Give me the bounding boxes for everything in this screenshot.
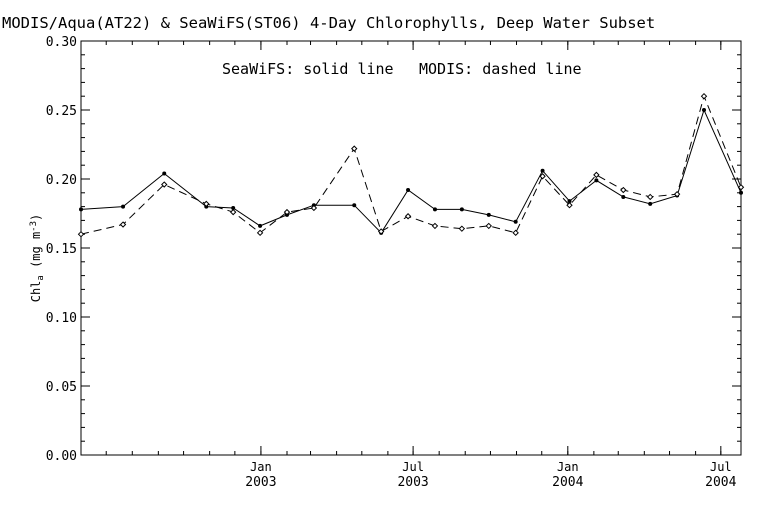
data-point-modis — [119, 221, 127, 228]
y-axis-label-units: (mg m — [29, 232, 43, 275]
data-point-modis — [485, 222, 492, 230]
data-point-modis — [310, 204, 318, 212]
x-tick-year-label: 2003 — [397, 475, 428, 490]
data-point-modis — [431, 222, 439, 230]
data-point-modis — [458, 225, 466, 232]
data-point-seawifs — [352, 203, 357, 208]
x-tick-year-label: 2003 — [245, 475, 276, 490]
data-point-modis — [283, 208, 291, 216]
data-point-seawifs — [621, 194, 626, 199]
y-axis-label: Chla (mg m-3) — [29, 214, 46, 303]
data-point-modis — [566, 202, 573, 209]
plot-group: 0.000.050.100.150.200.250.30Jan2003Jul20… — [46, 35, 745, 490]
data-point-seawifs — [540, 168, 545, 173]
data-point-modis — [404, 213, 412, 220]
data-point-modis — [646, 193, 654, 201]
data-point-seawifs — [231, 205, 236, 210]
data-point-modis — [203, 200, 210, 208]
data-point-modis — [512, 229, 519, 237]
data-point-seawifs — [702, 108, 707, 112]
y-axis-label-main: Chl — [29, 281, 43, 303]
data-point-seawifs — [258, 223, 263, 228]
data-point-modis — [256, 229, 264, 237]
y-tick-label: 0.20 — [46, 173, 77, 188]
legend-seawifs-label: SeaWiFS: solid line — [222, 60, 394, 78]
data-point-seawifs — [406, 188, 411, 193]
x-tick-month-label: Jul — [710, 460, 732, 474]
data-point-modis — [161, 181, 168, 188]
y-tick-label: 0.25 — [46, 104, 77, 119]
data-point-modis — [77, 230, 85, 238]
data-point-seawifs — [513, 219, 518, 224]
data-point-modis — [593, 171, 600, 179]
data-point-modis — [539, 173, 546, 180]
data-point-seawifs — [567, 199, 572, 204]
data-point-modis — [229, 208, 237, 216]
x-tick-year-label: 2004 — [552, 475, 583, 490]
y-tick-label: 0.00 — [46, 449, 77, 464]
y-axis-label-subscript: a — [36, 275, 46, 280]
data-point-modis — [351, 145, 358, 152]
x-tick-year-label: 2004 — [705, 475, 736, 490]
data-point-seawifs — [79, 207, 83, 212]
data-point-seawifs — [486, 212, 491, 217]
data-point-seawifs — [459, 207, 464, 212]
y-tick-label: 0.30 — [46, 35, 77, 50]
x-tick-month-label: Jan — [250, 460, 272, 474]
data-point-modis — [377, 228, 385, 235]
data-point-seawifs — [594, 178, 599, 183]
y-tick-label: 0.05 — [46, 380, 77, 395]
y-axis-label-units-close: ) — [29, 214, 43, 221]
data-point-modis — [700, 92, 708, 100]
data-point-modis — [737, 184, 745, 191]
data-point-seawifs — [121, 204, 126, 209]
data-point-modis — [620, 186, 627, 194]
series-line-seawifs — [80, 108, 742, 234]
x-tick-month-label: Jan — [557, 460, 579, 474]
x-tick-month-label: Jul — [402, 460, 424, 474]
legend-modis-label: MODIS: dashed line — [419, 60, 582, 78]
data-point-seawifs — [648, 201, 653, 206]
y-tick-label: 0.10 — [46, 311, 77, 326]
y-tick-label: 0.15 — [46, 242, 77, 257]
series-line-modis — [80, 94, 742, 235]
y-axis-label-units-exponent: -3 — [29, 221, 39, 232]
plot-frame — [80, 40, 742, 456]
data-point-seawifs — [739, 190, 743, 195]
chart-title: MODIS/Aqua(AT22) & SeaWiFS(ST06) 4-Day C… — [2, 14, 655, 32]
data-point-seawifs — [162, 171, 167, 176]
data-point-seawifs — [432, 207, 437, 212]
data-point-modis — [673, 190, 681, 198]
